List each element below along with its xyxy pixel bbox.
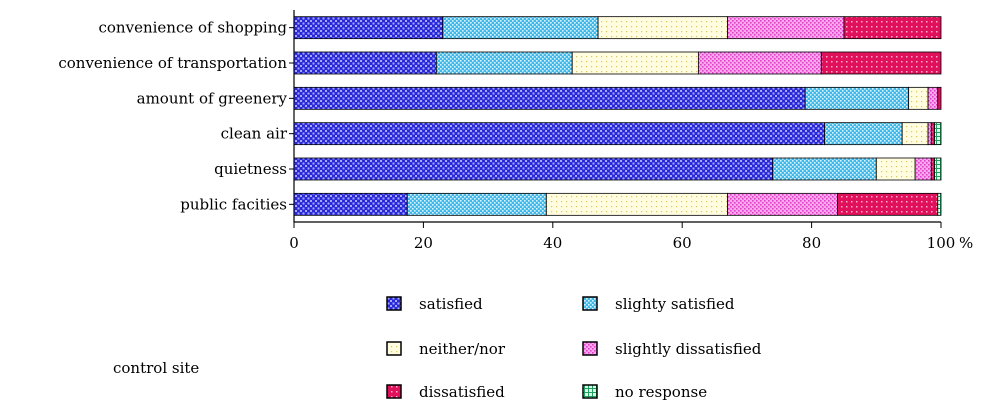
- bar-segment: [293, 16, 444, 40]
- bar-segment: [914, 157, 932, 181]
- bar-segment: [934, 122, 942, 146]
- bar-segment: [927, 86, 939, 110]
- x-tick-label: 80: [802, 234, 821, 252]
- category-label: amount of greenery: [137, 89, 288, 107]
- bar-segment: [824, 122, 903, 146]
- category-label: clean air: [221, 125, 288, 143]
- legend: satisfied slighty satisfied neither/nor sli…: [386, 295, 762, 401]
- legend-label: dissatisfied: [419, 383, 505, 401]
- legend-swatch: [386, 384, 402, 399]
- bar-segment: [837, 192, 939, 216]
- axes: [293, 10, 941, 223]
- bar-segment: [442, 16, 599, 40]
- bar-segment: [937, 192, 942, 216]
- legend-swatch: [386, 341, 402, 356]
- bar-segment: [937, 86, 942, 110]
- bar-segment: [435, 51, 573, 75]
- category-label: convenience of transportation: [58, 54, 287, 72]
- bar-segment: [930, 157, 935, 181]
- bar-segment: [804, 86, 910, 110]
- site-label: control site: [113, 359, 199, 377]
- x-ticks: 0 20 40 60 80 100: [289, 222, 955, 252]
- bar-segment: [908, 86, 929, 110]
- category-label: quietness: [214, 160, 287, 178]
- bar-segment: [875, 157, 916, 181]
- bar-segment: [843, 16, 942, 40]
- bar-segment: [545, 192, 728, 216]
- bar-segment: [930, 122, 935, 146]
- bar-segment: [293, 192, 408, 216]
- x-tick-label: 20: [414, 234, 433, 252]
- x-tick-label: 0: [289, 234, 299, 252]
- legend-label: neither/nor: [419, 340, 506, 358]
- legend-label: no response: [615, 383, 707, 401]
- legend-swatch: [582, 341, 598, 356]
- bar-segment: [293, 122, 825, 146]
- bar-segment: [727, 16, 845, 40]
- bar-segment: [697, 51, 822, 75]
- bar-segment: [820, 51, 942, 75]
- bar-segment: [772, 157, 877, 181]
- bar-segment: [597, 16, 728, 40]
- bar-segment: [406, 192, 547, 216]
- bar-segment: [727, 192, 838, 216]
- bar-segment: [293, 86, 806, 110]
- category-label: public facities: [180, 195, 287, 213]
- bar-segment: [901, 122, 929, 146]
- bar-segment: [934, 157, 942, 181]
- bar-segment: [293, 157, 774, 181]
- bar-segment: [927, 122, 932, 146]
- x-tick-label: 40: [543, 234, 562, 252]
- category-labels: convenience of shopping convenience of tr…: [58, 19, 294, 213]
- category-label: convenience of shopping: [99, 19, 288, 37]
- bar-segment: [293, 51, 437, 75]
- x-tick-label: 100: [927, 234, 956, 252]
- legend-swatch: [582, 384, 598, 399]
- bar-segment: [571, 51, 699, 75]
- legend-swatch: [386, 296, 402, 311]
- legend-label: satisfied: [419, 295, 483, 313]
- legend-swatch: [582, 296, 598, 311]
- x-unit-label: %: [959, 234, 973, 252]
- legend-label: slightly dissatisfied: [615, 340, 762, 358]
- legend-label: slighty satisfied: [615, 295, 735, 313]
- bars: [293, 16, 942, 216]
- x-tick-label: 60: [673, 234, 692, 252]
